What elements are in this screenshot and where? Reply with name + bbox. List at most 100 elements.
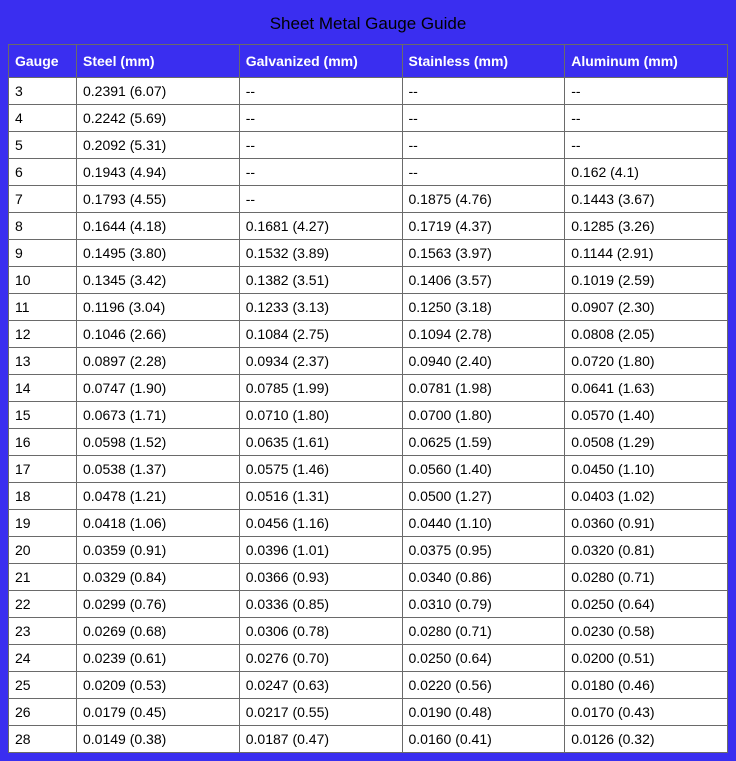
cell-value: 0.1793 (4.55): [77, 186, 240, 213]
cell-value: 0.1681 (4.27): [239, 213, 402, 240]
table-row: 120.1046 (2.66)0.1084 (2.75)0.1094 (2.78…: [9, 321, 728, 348]
cell-gauge: 10: [9, 267, 77, 294]
table-row: 230.0269 (0.68)0.0306 (0.78)0.0280 (0.71…: [9, 618, 728, 645]
cell-value: 0.0560 (1.40): [402, 456, 565, 483]
cell-value: 0.0934 (2.37): [239, 348, 402, 375]
header-row: Gauge Steel (mm) Galvanized (mm) Stainle…: [9, 45, 728, 78]
cell-value: --: [239, 186, 402, 213]
cell-gauge: 8: [9, 213, 77, 240]
cell-value: 0.2242 (5.69): [77, 105, 240, 132]
cell-gauge: 13: [9, 348, 77, 375]
cell-value: 0.0160 (0.41): [402, 726, 565, 753]
cell-gauge: 25: [9, 672, 77, 699]
cell-gauge: 20: [9, 537, 77, 564]
table-row: 30.2391 (6.07)------: [9, 78, 728, 105]
table-row: 70.1793 (4.55)--0.1875 (4.76)0.1443 (3.6…: [9, 186, 728, 213]
cell-value: 0.0329 (0.84): [77, 564, 240, 591]
cell-value: 0.0940 (2.40): [402, 348, 565, 375]
table-row: 150.0673 (1.71)0.0710 (1.80)0.0700 (1.80…: [9, 402, 728, 429]
cell-value: 0.0575 (1.46): [239, 456, 402, 483]
cell-value: 0.0720 (1.80): [565, 348, 728, 375]
table-row: 250.0209 (0.53)0.0247 (0.63)0.0220 (0.56…: [9, 672, 728, 699]
cell-value: 0.0500 (1.27): [402, 483, 565, 510]
cell-value: 0.1084 (2.75): [239, 321, 402, 348]
col-header-galvanized: Galvanized (mm): [239, 45, 402, 78]
cell-value: 0.0239 (0.61): [77, 645, 240, 672]
cell-value: 0.1563 (3.97): [402, 240, 565, 267]
cell-value: 0.1233 (3.13): [239, 294, 402, 321]
table-frame: Sheet Metal Gauge Guide Gauge Steel (mm)…: [0, 0, 736, 761]
cell-value: 0.0310 (0.79): [402, 591, 565, 618]
cell-value: 0.0220 (0.56): [402, 672, 565, 699]
cell-value: 0.0785 (1.99): [239, 375, 402, 402]
cell-value: 0.1644 (4.18): [77, 213, 240, 240]
cell-value: 0.0360 (0.91): [565, 510, 728, 537]
cell-value: --: [239, 159, 402, 186]
cell-value: 0.0230 (0.58): [565, 618, 728, 645]
col-header-steel: Steel (mm): [77, 45, 240, 78]
cell-value: 0.0440 (1.10): [402, 510, 565, 537]
cell-value: 0.1875 (4.76): [402, 186, 565, 213]
cell-value: 0.0280 (0.71): [565, 564, 728, 591]
cell-value: 0.0403 (1.02): [565, 483, 728, 510]
cell-value: 0.1719 (4.37): [402, 213, 565, 240]
cell-value: 0.1144 (2.91): [565, 240, 728, 267]
cell-value: 0.1943 (4.94): [77, 159, 240, 186]
table-row: 190.0418 (1.06)0.0456 (1.16)0.0440 (1.10…: [9, 510, 728, 537]
cell-value: 0.0478 (1.21): [77, 483, 240, 510]
cell-value: 0.0170 (0.43): [565, 699, 728, 726]
table-row: 60.1943 (4.94)----0.162 (4.1): [9, 159, 728, 186]
table-row: 110.1196 (3.04)0.1233 (3.13)0.1250 (3.18…: [9, 294, 728, 321]
cell-gauge: 12: [9, 321, 77, 348]
cell-value: 0.0450 (1.10): [565, 456, 728, 483]
cell-value: --: [402, 105, 565, 132]
cell-gauge: 18: [9, 483, 77, 510]
cell-value: 0.0190 (0.48): [402, 699, 565, 726]
cell-value: --: [239, 132, 402, 159]
cell-value: 0.0359 (0.91): [77, 537, 240, 564]
cell-gauge: 21: [9, 564, 77, 591]
table-row: 50.2092 (5.31)------: [9, 132, 728, 159]
cell-value: 0.0179 (0.45): [77, 699, 240, 726]
cell-gauge: 3: [9, 78, 77, 105]
cell-value: 0.0280 (0.71): [402, 618, 565, 645]
cell-value: 0.0320 (0.81): [565, 537, 728, 564]
cell-gauge: 11: [9, 294, 77, 321]
table-row: 90.1495 (3.80)0.1532 (3.89)0.1563 (3.97)…: [9, 240, 728, 267]
cell-value: 0.1094 (2.78): [402, 321, 565, 348]
cell-gauge: 7: [9, 186, 77, 213]
table-row: 260.0179 (0.45)0.0217 (0.55)0.0190 (0.48…: [9, 699, 728, 726]
cell-value: 0.0340 (0.86): [402, 564, 565, 591]
cell-value: 0.1019 (2.59): [565, 267, 728, 294]
cell-gauge: 26: [9, 699, 77, 726]
cell-value: 0.1532 (3.89): [239, 240, 402, 267]
cell-gauge: 15: [9, 402, 77, 429]
cell-value: 0.0418 (1.06): [77, 510, 240, 537]
cell-value: 0.1046 (2.66): [77, 321, 240, 348]
cell-value: 0.1285 (3.26): [565, 213, 728, 240]
cell-value: 0.0625 (1.59): [402, 429, 565, 456]
cell-gauge: 5: [9, 132, 77, 159]
table-row: 40.2242 (5.69)------: [9, 105, 728, 132]
cell-value: 0.0336 (0.85): [239, 591, 402, 618]
cell-value: 0.0396 (1.01): [239, 537, 402, 564]
cell-gauge: 24: [9, 645, 77, 672]
cell-value: 0.1345 (3.42): [77, 267, 240, 294]
cell-value: 0.1443 (3.67): [565, 186, 728, 213]
cell-value: 0.0149 (0.38): [77, 726, 240, 753]
table-row: 280.0149 (0.38)0.0187 (0.47)0.0160 (0.41…: [9, 726, 728, 753]
cell-value: 0.0641 (1.63): [565, 375, 728, 402]
table-row: 200.0359 (0.91)0.0396 (1.01)0.0375 (0.95…: [9, 537, 728, 564]
cell-value: 0.0598 (1.52): [77, 429, 240, 456]
table-row: 170.0538 (1.37)0.0575 (1.46)0.0560 (1.40…: [9, 456, 728, 483]
col-header-stainless: Stainless (mm): [402, 45, 565, 78]
col-header-aluminum: Aluminum (mm): [565, 45, 728, 78]
cell-value: 0.0710 (1.80): [239, 402, 402, 429]
cell-value: 0.0299 (0.76): [77, 591, 240, 618]
cell-value: 0.1495 (3.80): [77, 240, 240, 267]
cell-value: 0.0808 (2.05): [565, 321, 728, 348]
table-row: 160.0598 (1.52)0.0635 (1.61)0.0625 (1.59…: [9, 429, 728, 456]
table-body: 30.2391 (6.07)------40.2242 (5.69)------…: [9, 78, 728, 753]
cell-value: 0.0538 (1.37): [77, 456, 240, 483]
cell-value: --: [239, 105, 402, 132]
